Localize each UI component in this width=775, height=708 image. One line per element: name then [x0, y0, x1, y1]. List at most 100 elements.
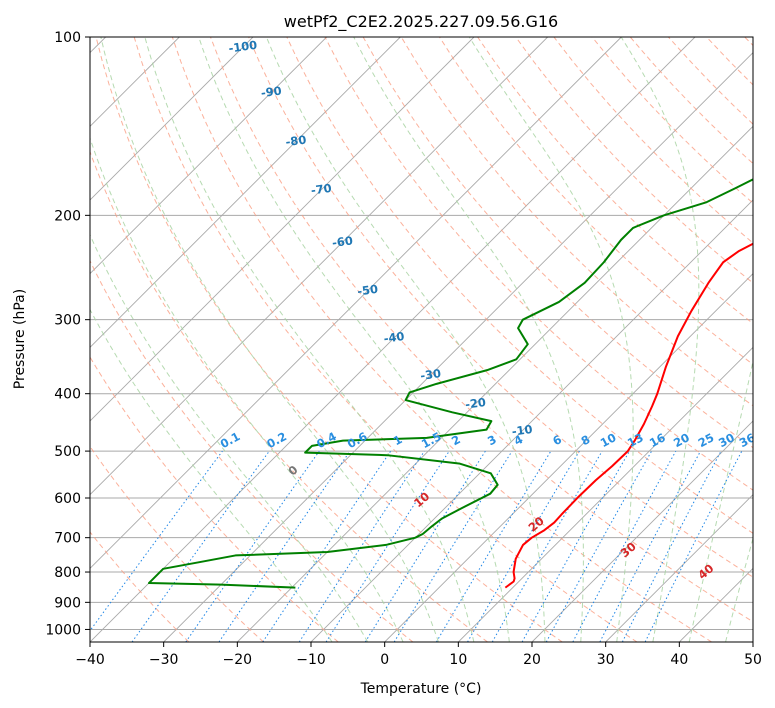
isotherm-line [458, 346, 753, 642]
isotherm-line [90, 37, 254, 201]
temperature-profile-line [504, 242, 753, 589]
isotherm-label: -50 [356, 282, 378, 299]
dry-adiabat-line [210, 37, 753, 623]
dry-adiabat-line [90, 445, 264, 642]
mixing-ratio-line [185, 450, 320, 642]
mixing-ratio-label: 16 [647, 430, 668, 450]
mixing-ratio-line [545, 450, 653, 642]
isotherm-line [90, 37, 475, 422]
moist-adiabat-line [90, 233, 369, 642]
dry-adiabat-line [133, 37, 638, 642]
moist-adiabat-line [620, 37, 700, 642]
dry-adiabat-line [90, 356, 339, 642]
x-tick-label: 30 [597, 652, 615, 668]
mixing-ratio-label: 0.4 [314, 429, 339, 451]
y-tick-label: 900 [54, 595, 81, 611]
moist-adiabat-line [688, 358, 753, 642]
y-tick-label: 200 [54, 208, 81, 224]
y-tick-label: 400 [54, 387, 81, 403]
moist-adiabat-line [144, 37, 475, 642]
mixing-ratio-label: 0.1 [218, 429, 243, 451]
mixing-ratio-label: 2 [449, 432, 463, 448]
mixing-ratio-line [393, 450, 513, 642]
x-tick-label: −20 [223, 652, 253, 668]
plot-frame [89, 36, 754, 643]
isotherm-line [90, 37, 622, 569]
isotherm-line [90, 37, 327, 275]
y-tick-label: 600 [54, 491, 81, 507]
dry-adiabat-line [90, 259, 414, 642]
mixing-ratio-line [298, 450, 425, 642]
isotherm-label: -80 [285, 132, 307, 149]
isotherm-label: -10 [511, 422, 533, 439]
isotherm-line [310, 199, 753, 642]
isotherm-line [90, 37, 401, 348]
mixing-ratio-line [572, 450, 677, 642]
mixing-ratio-label: 25 [696, 430, 717, 450]
y-tick-label: 700 [54, 531, 81, 547]
isotherm-label: -90 [260, 83, 282, 100]
mixing-ratio-line [262, 450, 392, 642]
isotherm-label: -20 [464, 395, 486, 412]
y-tick-label: 300 [54, 313, 81, 329]
x-axis-label: Temperature (°C) [360, 681, 482, 697]
isotherm-line [90, 37, 696, 642]
moist-adiabat-label: 40 [695, 561, 716, 582]
dry-adiabat-line [668, 37, 753, 125]
dry-adiabat-line [477, 37, 753, 325]
isotherm-label: -70 [310, 181, 332, 198]
isotherm-label: -30 [419, 366, 441, 383]
moist-adiabat-line [468, 37, 634, 642]
x-tick-label: −10 [296, 652, 326, 668]
isotherm-line [237, 125, 753, 642]
y-axis-label: Pressure (hPa) [12, 289, 28, 389]
mixing-ratio-label: 36 [737, 430, 758, 450]
mixing-ratio-label: 0.2 [264, 429, 289, 451]
y-tick-label: 1000 [45, 622, 81, 638]
isotherm-line [752, 641, 753, 642]
y-tick-label: 500 [54, 444, 81, 460]
dry-adiabat-line [706, 37, 753, 86]
dry-adiabat-line [553, 37, 753, 244]
dry-adiabat-line [362, 37, 753, 449]
mixing-ratio-label: 30 [716, 430, 737, 450]
x-tick-label: 0 [380, 652, 389, 668]
isotherm-label: -60 [331, 233, 353, 250]
chart-title: wetPf2_C2E2.2025.227.09.56.G16 [284, 12, 558, 32]
moist-adiabat-line [265, 37, 546, 642]
isotherm-line [679, 567, 753, 642]
mixing-ratio-label: 20 [671, 430, 692, 450]
isotherm-label: -100 [228, 38, 258, 56]
x-tick-label: 50 [744, 652, 762, 668]
dry-adiabat-line [515, 37, 753, 284]
dewpoint-profile-line [147, 178, 753, 589]
moist-adiabat-line [353, 37, 584, 642]
moist-adiabat-line [725, 536, 753, 642]
isotherm-label: -40 [383, 329, 405, 346]
dry-adiabat-line [90, 150, 488, 642]
dry-adiabat-line [90, 531, 190, 642]
mixing-ratio-label: 0.6 [345, 429, 370, 451]
isotherm-line [163, 52, 753, 642]
moist-adiabat-line [90, 136, 404, 642]
y-tick-label: 100 [54, 30, 81, 46]
mixing-ratio-label: 1.5 [419, 429, 444, 451]
mixing-ratio-label: 3 [485, 432, 499, 448]
isotherm-line [605, 494, 753, 642]
moist-adiabat-label: 30 [618, 539, 639, 560]
x-tick-label: −40 [75, 652, 105, 668]
moist-adiabat-line [198, 37, 510, 642]
mixing-ratio-line [521, 450, 630, 642]
moist-adiabat-label: 0 [285, 463, 300, 479]
isotherm-line [531, 420, 753, 642]
mixing-ratio-label: 13 [625, 430, 646, 450]
mixing-ratio-line [218, 450, 351, 642]
x-tick-label: 10 [449, 652, 467, 668]
moist-adiabat-line [90, 308, 333, 642]
mixing-ratio-label: 1 [391, 432, 405, 448]
moist-adiabat-line [100, 37, 439, 642]
dry-adiabat-line [439, 37, 753, 366]
dry-adiabat-line [95, 37, 563, 642]
y-tick-label: 800 [54, 565, 81, 581]
